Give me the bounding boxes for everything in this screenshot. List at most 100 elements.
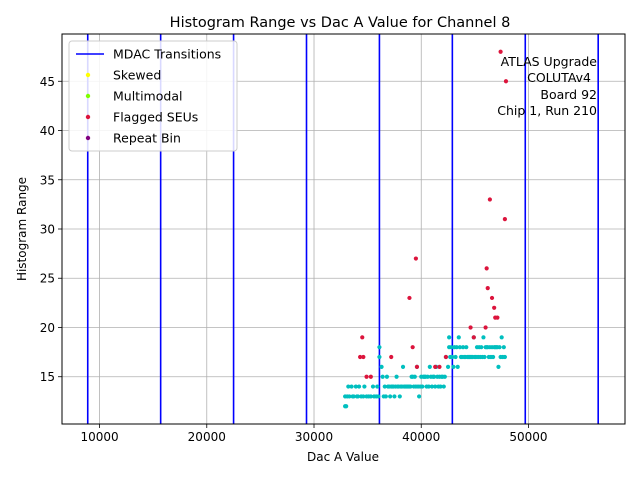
legend-label: Skewed (113, 68, 161, 83)
data-point (356, 384, 362, 389)
data-point (471, 335, 476, 340)
data-point (497, 345, 502, 350)
legend-box (68, 40, 238, 152)
y-axis-ticks: 15 20 25 30 35 40 45 (40, 75, 62, 384)
x-tick-label: 10000 (80, 430, 118, 444)
legend-entry: Skewed (85, 68, 161, 83)
data-point (382, 384, 387, 389)
data-point (433, 384, 438, 389)
y-tick-label: 20 (40, 321, 55, 335)
data-point (414, 364, 420, 369)
data-point (380, 374, 385, 379)
data-point (502, 217, 507, 222)
legend-entry: Multimodal (85, 89, 182, 104)
data-point (349, 384, 354, 389)
data-point (394, 374, 399, 379)
data-point (408, 384, 413, 389)
y-tick-label: 45 (40, 75, 55, 89)
data-point (437, 364, 442, 369)
data-point (358, 354, 363, 360)
x-tick-label: 20000 (188, 430, 226, 444)
data-point (443, 354, 449, 360)
data-point (468, 325, 473, 330)
annotation-line: ATLAS Upgrade (501, 54, 598, 69)
data-point (361, 354, 366, 360)
data-point (362, 384, 367, 389)
data-point (447, 335, 452, 340)
data-point (433, 364, 438, 369)
data-point (455, 364, 460, 369)
data-point (364, 374, 369, 379)
x-tick-label: 40000 (402, 430, 440, 444)
data-point (376, 394, 381, 399)
legend-entry: MDAC Transitions (76, 47, 221, 62)
data-point (502, 354, 507, 360)
data-point (432, 374, 437, 379)
y-tick-label: 35 (40, 173, 55, 187)
data-point (392, 394, 397, 399)
data-point (377, 345, 382, 350)
data-point (450, 354, 455, 360)
data-point (379, 364, 384, 369)
data-point (456, 335, 461, 340)
data-point (503, 79, 509, 84)
x-axis-ticks: 10000 20000 30000 40000 50000 (80, 424, 548, 444)
data-point (498, 49, 503, 54)
x-tick-label: 50000 (509, 430, 547, 444)
y-axis-label: Histogram Range (15, 177, 29, 281)
annotation-line: Board 92 (540, 87, 597, 102)
data-point (355, 394, 361, 399)
legend-label: Flagged SEUs (113, 110, 198, 125)
data-point (482, 354, 487, 360)
data-point (377, 354, 382, 360)
legend-label: MDAC Transitions (113, 47, 221, 62)
data-point (426, 384, 431, 389)
x-axis-label: Dac A Value (307, 450, 379, 464)
data-point (344, 404, 349, 409)
data-point (485, 285, 490, 291)
data-point (429, 384, 435, 389)
data-point (453, 354, 458, 360)
data-point (375, 384, 380, 389)
data-point (442, 374, 447, 379)
data-point (412, 374, 417, 379)
data-point (413, 256, 418, 261)
grid (62, 34, 625, 424)
data-point (484, 266, 489, 271)
data-point (457, 345, 462, 350)
data-point (454, 345, 459, 350)
data-point (417, 394, 422, 399)
plot-frame (61, 33, 626, 425)
y-tick-label: 15 (40, 370, 55, 384)
data-point (449, 345, 454, 350)
data-point (360, 335, 365, 340)
data-point (489, 295, 495, 301)
data-points (343, 49, 509, 409)
legend-entry: Flagged SEUs (85, 110, 198, 125)
data-point (499, 335, 504, 340)
data-point (368, 374, 373, 379)
data-point (479, 345, 484, 350)
data-point (490, 354, 496, 360)
data-point (495, 315, 500, 320)
data-point (487, 197, 492, 202)
data-point (383, 394, 388, 399)
annotation-line: COLUTAv4 (527, 70, 591, 85)
data-point (464, 345, 469, 350)
data-point (347, 394, 352, 399)
legend-label: Repeat Bin (113, 131, 181, 146)
legend-marker (85, 72, 91, 78)
legend: MDAC Transitions Skewed Multimodal Flagg… (68, 40, 238, 152)
y-tick-label: 40 (40, 124, 55, 138)
y-tick-label: 30 (40, 223, 55, 237)
annotation-line: Chip 1, Run 210 (497, 103, 597, 118)
data-point (496, 364, 501, 369)
data-point (353, 384, 358, 389)
data-point (445, 364, 451, 369)
data-point (460, 345, 466, 350)
data-point (420, 384, 425, 389)
data-point (370, 384, 376, 389)
data-point (427, 364, 432, 369)
legend-marker (85, 114, 91, 120)
data-point (351, 394, 356, 399)
